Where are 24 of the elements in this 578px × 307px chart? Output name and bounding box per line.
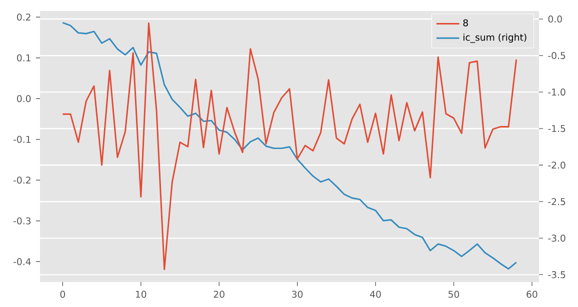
x-tick-label: 60: [526, 290, 538, 298]
y-tick-label: -0.3: [14, 217, 31, 224]
y-tick-label: -0.2: [14, 176, 30, 184]
y2-tick-label: 0.0: [548, 16, 562, 23]
y-tick-label: 0.0: [17, 95, 31, 102]
x-tick-label: 10: [136, 290, 146, 298]
y2-tick-label: -3.0: [548, 234, 566, 242]
y-tick-label: 0.1: [17, 54, 30, 62]
x-tick-label: 40: [370, 290, 381, 298]
x-tick-label: 0: [60, 290, 66, 298]
y2-tick-label: -2.5: [548, 198, 566, 206]
x-tick-label: 50: [448, 290, 460, 298]
legend-label: 8: [463, 19, 468, 26]
x-tick-label: 30: [292, 290, 303, 298]
x-tick-label: 20: [214, 290, 224, 298]
y-tick-label: -0.1: [14, 136, 30, 143]
y2-tick-label: -1.0: [548, 88, 566, 96]
y-tick-label: -0.4: [14, 258, 31, 266]
y2-tick-label: -0.5: [548, 52, 566, 60]
y2-tick-label: -1.5: [548, 125, 566, 132]
y2-tick-label: -2.0: [548, 162, 566, 169]
legend-label: ic_sum (right): [464, 34, 526, 43]
y-tick-label: 0.2: [17, 14, 30, 21]
y2-tick-label: -3.5: [548, 271, 566, 278]
